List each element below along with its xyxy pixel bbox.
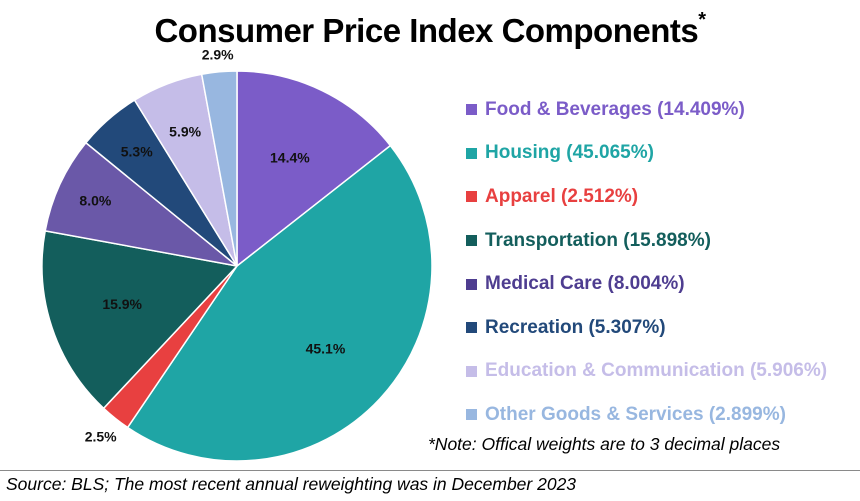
legend-item-housing: Housing (45.065%) xyxy=(466,132,856,176)
slice-label-medical-care: 8.0% xyxy=(79,193,111,209)
source-note: Source: BLS; The most recent annual rewe… xyxy=(6,474,577,494)
legend-item-apparel: Apparel (2.512%) xyxy=(466,175,856,219)
legend-label: Apparel (2.512%) xyxy=(485,185,639,207)
legend-label: Transportation (15.898%) xyxy=(485,229,711,251)
legend-swatch xyxy=(466,278,477,290)
title-footnote-marker: * xyxy=(698,9,706,31)
legend-item-medical-care: Medical Care (8.004%) xyxy=(466,262,856,306)
legend-label: Housing (45.065%) xyxy=(485,142,654,164)
legend-label: Other Goods & Services (2.899%) xyxy=(485,403,786,425)
legend-item-education-communication: Education & Communication (5.906%) xyxy=(466,350,856,394)
chart-title: Consumer Price Index Components* xyxy=(154,9,706,49)
pie-slice-transportation xyxy=(41,229,239,410)
slice-label-food-beverages: 14.4% xyxy=(270,149,310,165)
slice-label-transportation: 15.9% xyxy=(102,296,142,312)
legend-label: Recreation (5.307%) xyxy=(485,316,666,338)
pie-slice-food-beverages xyxy=(236,70,392,268)
legend-swatch xyxy=(466,235,477,247)
legend-item-recreation: Recreation (5.307%) xyxy=(466,306,856,350)
slice-label-apparel: 2.5% xyxy=(85,429,117,445)
legend-item-transportation: Transportation (15.898%) xyxy=(466,219,856,263)
footnote: *Note: Offical weights are to 3 decimal … xyxy=(428,434,781,454)
pie-slice-medical-care xyxy=(44,141,238,267)
legend-swatch xyxy=(466,322,477,334)
legend-item-other-goods-services: Other Goods & Services (2.899%) xyxy=(466,393,856,437)
legend-label: Medical Care (8.004%) xyxy=(485,273,685,295)
pie-slice-other-goods-services xyxy=(200,70,238,267)
legend-swatch xyxy=(466,104,477,116)
pie-slice-housing xyxy=(126,144,433,462)
legend-label: Food & Beverages (14.409%) xyxy=(485,98,745,120)
legend-label: Education & Communication (5.906%) xyxy=(485,360,828,382)
slice-label-housing: 45.1% xyxy=(306,340,346,356)
legend-swatch xyxy=(466,409,477,421)
divider xyxy=(0,470,860,471)
slice-label-education-communication: 5.9% xyxy=(169,123,201,139)
legend-swatch xyxy=(466,365,477,377)
legend-swatch xyxy=(466,147,477,159)
legend-item-food-beverages: Food & Beverages (14.409%) xyxy=(466,88,856,132)
slice-label-recreation: 5.3% xyxy=(121,144,153,160)
chart-legend: Food & Beverages (14.409%) Housing (45.06… xyxy=(466,88,856,437)
slice-label-other-goods-services: 2.9% xyxy=(202,46,234,62)
legend-swatch xyxy=(466,191,477,203)
